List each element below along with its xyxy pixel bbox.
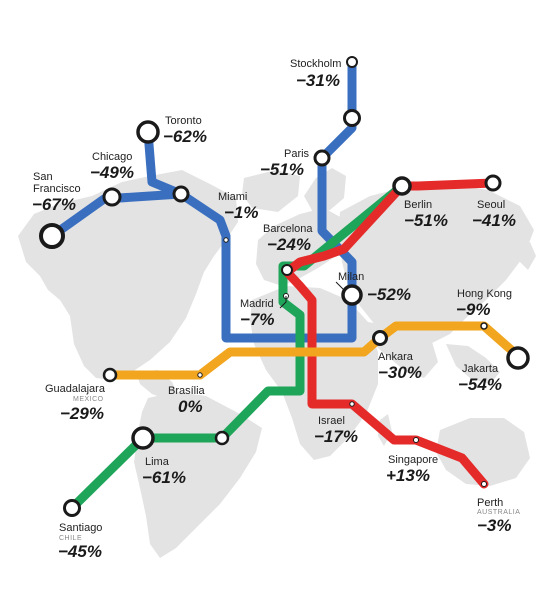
station-santiago [63, 499, 81, 517]
label-lima-name: Lima [145, 456, 170, 468]
station-chicago [102, 187, 122, 207]
label-perth-name: Perth [477, 497, 503, 509]
label-jakarta-name: Jakarta [462, 363, 499, 375]
station-miami [223, 237, 229, 243]
label-hong-kong-change: −9% [456, 300, 491, 319]
label-san-francisco-change: −67% [32, 195, 76, 214]
label-perth-change: −3% [477, 516, 512, 535]
label-madrid-change: −7% [240, 310, 275, 329]
label-santiago-country: CHILE [59, 535, 82, 542]
label-hong-kong-name: Hong Kong [457, 288, 512, 300]
land-asia [338, 184, 534, 348]
station-guadalajara [102, 367, 118, 383]
station-barcelona [281, 264, 293, 276]
label-brasilia-name: Brasília [168, 385, 206, 397]
station-israel [349, 401, 355, 407]
label-perth-country: AUSTRALIA [477, 509, 520, 516]
land-greenland [242, 170, 300, 212]
label-israel-name: Israel [318, 415, 345, 427]
label-santiago-change: −45% [58, 542, 102, 561]
land-southeast-asia [446, 344, 500, 384]
station-jakarta [506, 346, 530, 370]
label-guadalajara-change: −29% [60, 404, 104, 423]
station-toronto [136, 120, 160, 144]
label-san-francisco-name-2: Francisco [33, 183, 81, 195]
label-miami-name: Miami [218, 191, 247, 203]
station-berlin [392, 176, 412, 196]
label-guadalajara-name: Guadalajara [45, 383, 106, 395]
label-madrid-name: Madrid [240, 298, 274, 310]
land-australia [436, 418, 530, 486]
label-milan-change: −52% [367, 285, 411, 304]
station-perth [481, 481, 487, 487]
label-san-francisco-name-1: San [33, 171, 53, 183]
label-berlin-name: Berlin [404, 199, 432, 211]
station-milan [341, 284, 363, 306]
label-singapore-name: Singapore [388, 454, 438, 466]
label-paris-name: Paris [284, 148, 310, 160]
red-line [282, 178, 498, 489]
leader-milan [335, 281, 345, 291]
label-seoul-name: Seoul [477, 199, 505, 211]
label-stockholm-name: Stockholm [290, 58, 341, 70]
station-paris [313, 149, 331, 167]
station-lima-2 [214, 430, 230, 446]
station-miami-hub [172, 185, 190, 203]
label-lima-change: −61% [142, 468, 186, 487]
station-san-francisco [39, 223, 65, 249]
label-ankara-change: −30% [378, 363, 422, 382]
label-toronto-name: Toronto [165, 115, 202, 127]
label-berlin-change: −51% [404, 211, 448, 230]
station-brasilia [197, 372, 203, 378]
station-stockholm-2 [343, 109, 361, 127]
label-paris-change: −51% [260, 160, 304, 179]
station-hong-kong [480, 322, 488, 330]
label-stockholm-change: −31% [296, 71, 340, 90]
label-toronto-change: −62% [163, 127, 207, 146]
station-singapore [413, 437, 419, 443]
label-israel-change: −17% [314, 427, 358, 446]
station-lima [131, 426, 155, 450]
label-seoul-change: −41% [472, 211, 516, 230]
label-milan-name: Milan [338, 271, 364, 283]
label-barcelona-change: −24% [267, 235, 311, 254]
city-labels: Stockholm −31% Paris −51% Toronto −62% C… [32, 58, 520, 561]
station-seoul [484, 174, 502, 192]
label-ankara-name: Ankara [378, 351, 414, 363]
stations [39, 56, 530, 517]
label-barcelona-name: Barcelona [263, 223, 313, 235]
orange-line [105, 321, 523, 380]
label-santiago-name: Santiago [59, 522, 102, 534]
leader-madrid [279, 296, 287, 309]
station-ankara [372, 330, 388, 346]
blue-branch-toronto [143, 127, 186, 199]
land-japan [520, 242, 536, 270]
label-guadalajara-country: MEXICO [73, 396, 104, 403]
label-singapore-change: +13% [386, 466, 430, 485]
label-brasilia-change: 0% [178, 397, 203, 416]
label-leaders [279, 281, 345, 309]
label-chicago-name: Chicago [92, 151, 132, 163]
label-chicago-change: −49% [90, 163, 134, 182]
label-jakarta-change: −54% [458, 375, 502, 394]
station-stockholm [346, 56, 358, 68]
label-miami-change: −1% [224, 203, 259, 222]
